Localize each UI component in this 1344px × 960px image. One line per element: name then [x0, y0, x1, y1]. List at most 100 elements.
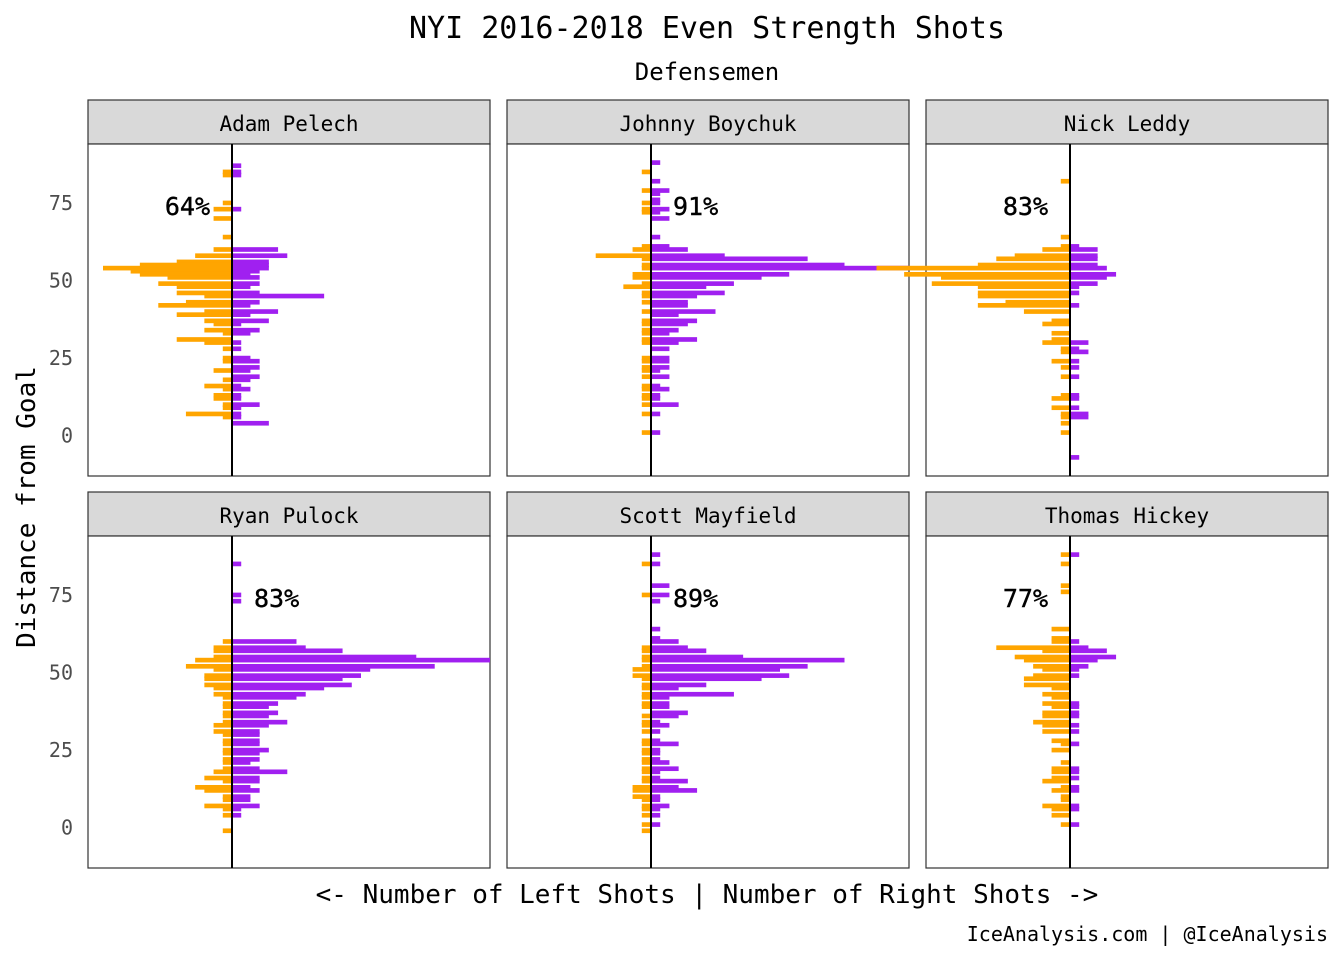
bar-left-shot	[1060, 365, 1070, 370]
bar-right-shot	[232, 719, 288, 725]
bar-right-shot	[1070, 663, 1089, 669]
y-tick-label: 50	[49, 661, 73, 685]
bar-left-shot	[1051, 738, 1070, 744]
bar-right-shot	[651, 386, 670, 392]
bar-left-shot	[222, 760, 232, 765]
bar-left-shot	[1042, 701, 1070, 706]
bar-left-shot	[222, 750, 232, 756]
bar-left-shot	[213, 321, 232, 327]
shot-percentage-label: 64%	[165, 192, 210, 221]
bar-left-shot	[222, 713, 232, 719]
bar-right-shot	[1070, 657, 1098, 663]
bar-right-shot	[651, 757, 661, 762]
bar-left-shot	[641, 358, 651, 364]
bar-right-shot	[651, 346, 670, 352]
bar-left-shot	[195, 253, 232, 259]
bar-left-shot	[641, 393, 651, 398]
bar-right-shot	[651, 402, 679, 407]
bar-right-shot	[651, 704, 670, 709]
bar-right-shot	[651, 701, 670, 706]
bar-right-shot	[651, 188, 670, 193]
bar-left-shot	[632, 247, 651, 252]
bar-right-shot	[651, 368, 661, 373]
bar-right-shot	[232, 265, 269, 271]
bar-right-shot	[232, 346, 242, 352]
chart-subtitle: Defensemen	[635, 58, 780, 86]
bar-left-shot	[204, 327, 232, 333]
bar-left-shot	[213, 722, 232, 728]
bar-left-shot	[904, 271, 1070, 277]
bar-right-shot	[651, 247, 688, 252]
bar-right-shot	[651, 806, 661, 812]
y-tick-label: 50	[49, 269, 73, 293]
bar-right-shot	[232, 327, 260, 333]
bar-left-shot	[977, 290, 1070, 296]
bar-right-shot	[232, 420, 269, 426]
y-tick-label: 75	[49, 191, 73, 215]
bar-right-shot	[1070, 396, 1080, 401]
bar-left-shot	[213, 368, 232, 373]
bar-left-shot	[1042, 691, 1070, 697]
bar-right-shot	[651, 598, 661, 604]
bar-left-shot	[222, 738, 232, 744]
bar-right-shot	[1070, 265, 1107, 271]
bar-left-shot	[204, 340, 232, 345]
plot-area	[506, 535, 910, 869]
bar-left-shot	[641, 828, 651, 834]
bar-left-shot	[1042, 713, 1070, 719]
bar-right-shot	[1070, 244, 1080, 249]
bar-left-shot	[222, 402, 232, 407]
bar-left-shot	[641, 321, 651, 327]
bar-right-shot	[651, 411, 661, 417]
bar-right-shot	[232, 657, 490, 663]
bar-right-shot	[232, 393, 242, 398]
bar-right-shot	[1070, 365, 1080, 370]
bar-left-shot	[204, 775, 232, 781]
bar-left-shot	[641, 330, 651, 336]
bar-left-shot	[222, 747, 232, 753]
bar-right-shot	[1070, 340, 1089, 345]
y-tick-label: 25	[49, 346, 73, 370]
bar-left-shot	[195, 657, 232, 663]
bar-right-shot	[1070, 247, 1098, 252]
bar-right-shot	[651, 552, 661, 557]
bar-left-shot	[977, 293, 1070, 299]
bar-right-shot	[1070, 455, 1080, 460]
bar-right-shot	[1070, 701, 1080, 706]
bar-left-shot	[977, 303, 1070, 308]
bar-right-shot	[1070, 552, 1080, 557]
bar-right-shot	[1070, 411, 1089, 417]
bar-right-shot	[651, 794, 661, 799]
bar-left-shot	[641, 729, 651, 734]
bar-right-shot	[232, 775, 260, 781]
bar-right-shot	[651, 775, 661, 781]
bar-left-shot	[204, 318, 232, 324]
bar-right-shot	[232, 682, 352, 688]
bar-right-shot	[232, 253, 288, 259]
bar-left-shot	[1042, 340, 1070, 345]
bar-right-shot	[1070, 374, 1080, 380]
bar-left-shot	[213, 645, 232, 651]
bar-right-shot	[232, 812, 242, 818]
bar-right-shot	[1070, 414, 1089, 420]
bar-right-shot	[651, 430, 661, 435]
bar-left-shot	[1023, 676, 1070, 682]
bar-right-shot	[1070, 358, 1080, 364]
bar-right-shot	[1070, 766, 1080, 772]
bar-right-shot	[232, 701, 279, 706]
bar-left-shot	[641, 355, 651, 361]
bar-left-shot	[222, 828, 232, 834]
bar-right-shot	[232, 377, 251, 383]
bar-right-shot	[651, 663, 808, 669]
bar-right-shot	[1070, 710, 1080, 716]
bar-right-shot	[1070, 722, 1080, 728]
bar-right-shot	[651, 645, 688, 651]
bar-right-shot	[232, 340, 242, 345]
bar-left-shot	[641, 430, 651, 435]
bar-right-shot	[1070, 281, 1098, 286]
bar-right-shot	[232, 747, 269, 753]
bar-left-shot	[1051, 695, 1070, 700]
bar-right-shot	[651, 822, 661, 827]
bar-left-shot	[222, 778, 232, 784]
bar-right-shot	[232, 639, 297, 644]
